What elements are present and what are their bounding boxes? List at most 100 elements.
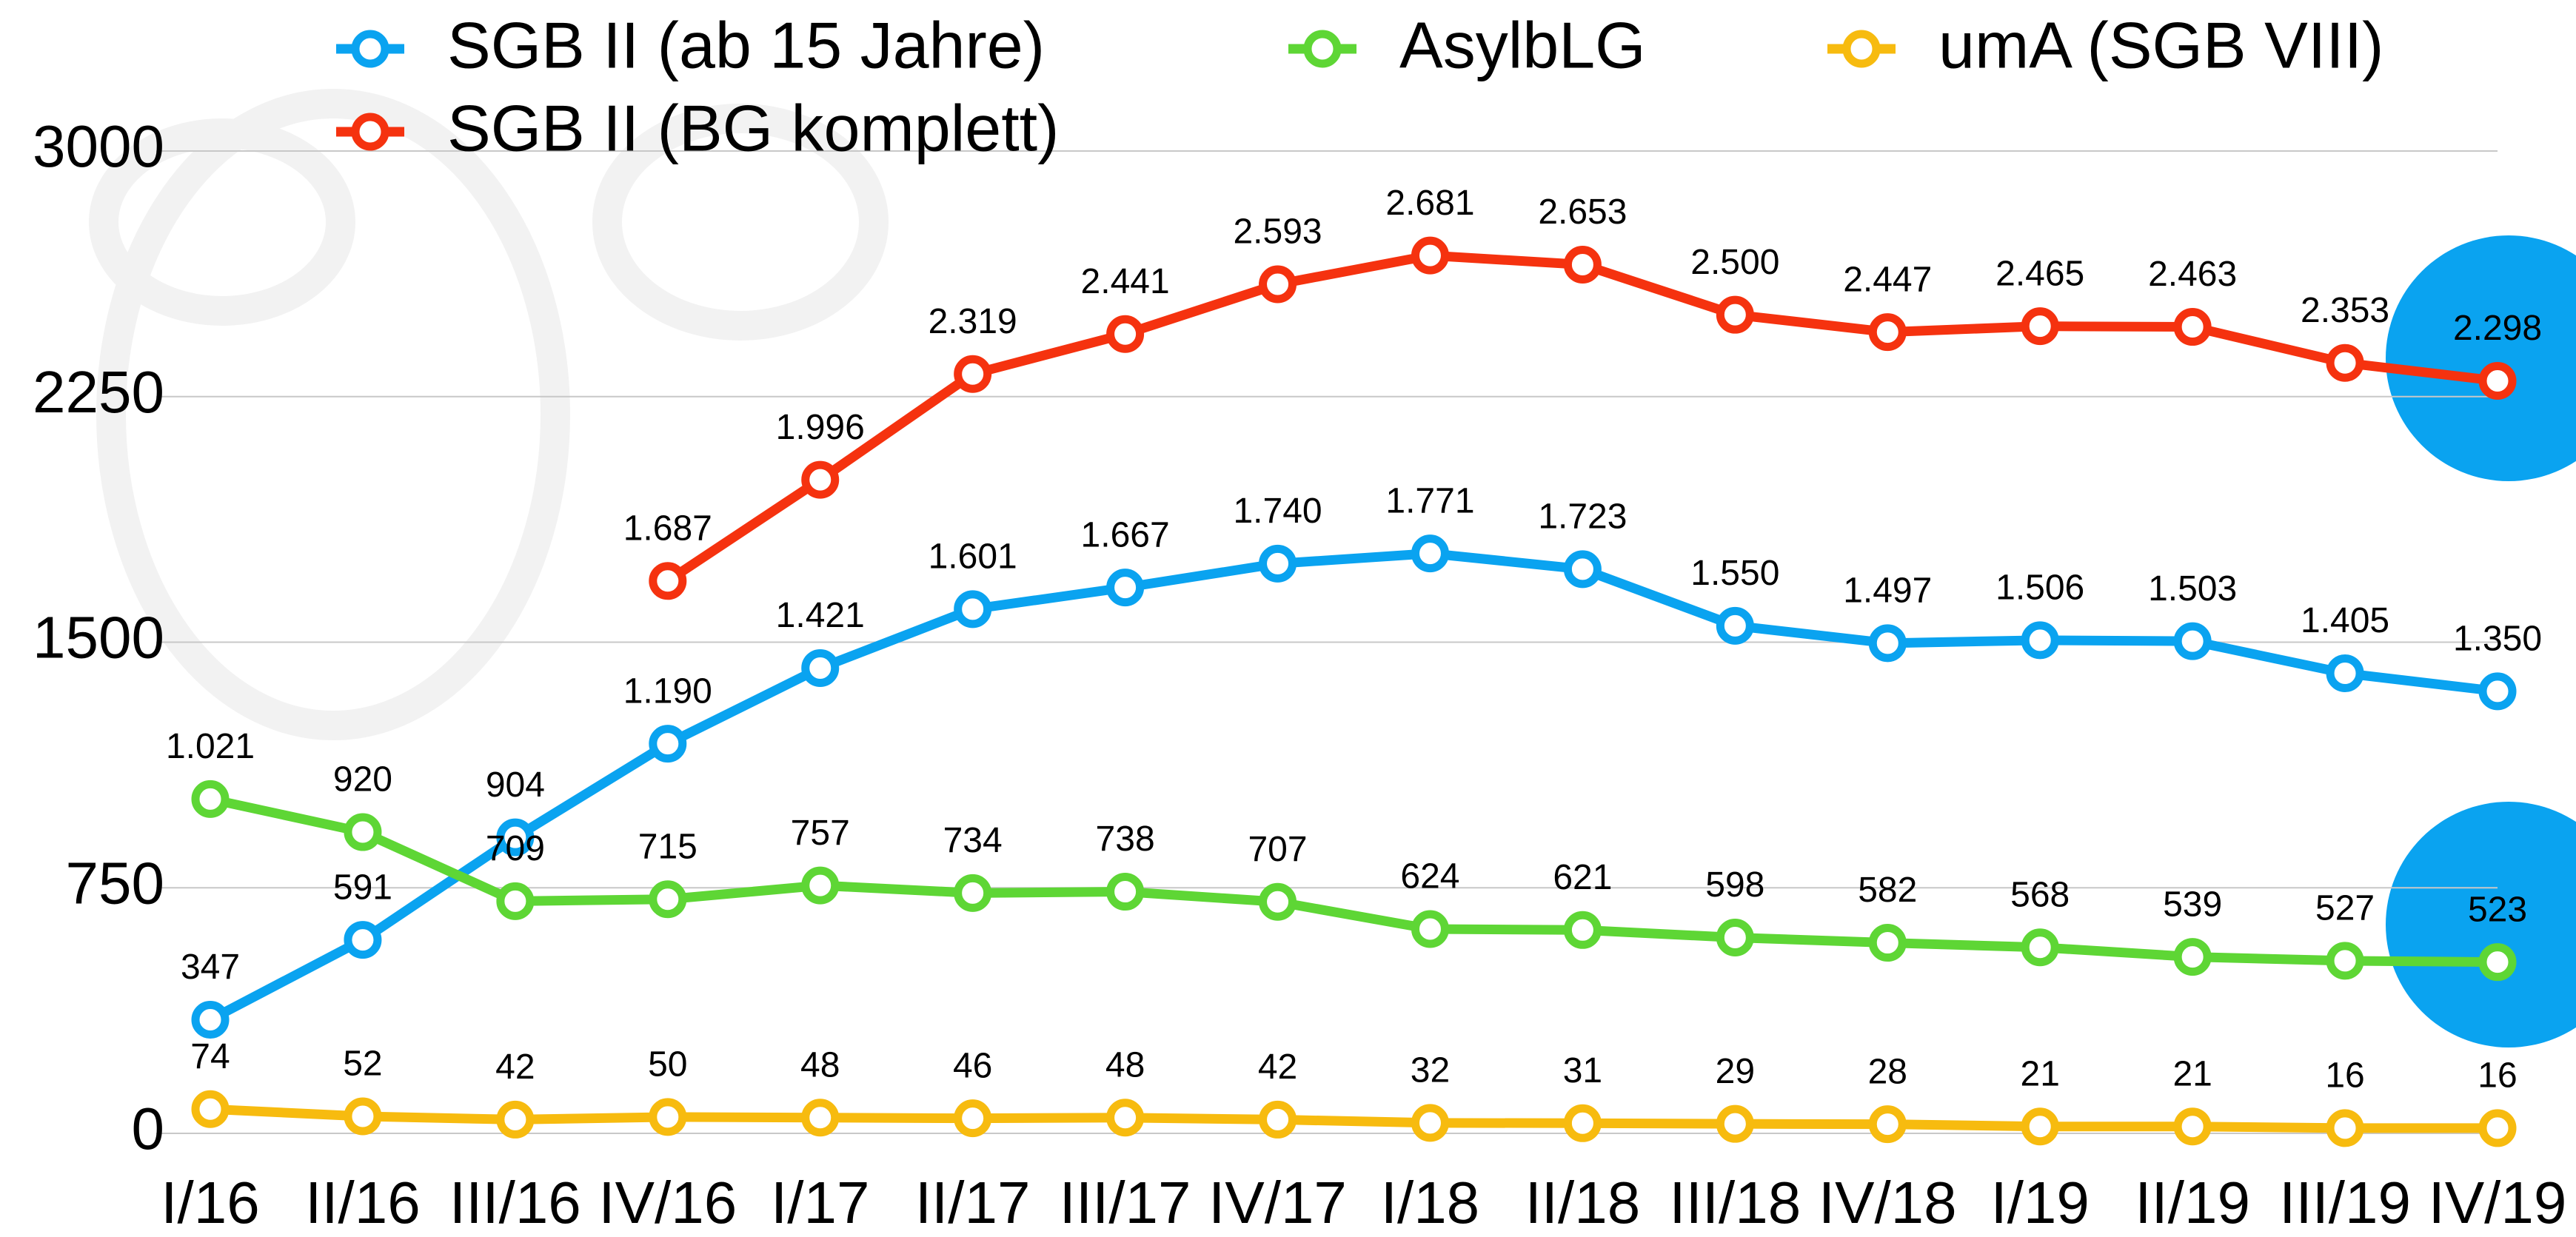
chart: 0750150022503000I/16II/16III/16IV/16I/17…: [0, 0, 2576, 1237]
data-point: [195, 784, 225, 814]
legend-marker: [1308, 34, 1337, 64]
data-label: 2.500: [1690, 243, 1779, 282]
data-label: 523: [2468, 890, 2527, 929]
data-point: [1720, 611, 1750, 640]
data-point: [958, 594, 988, 624]
data-label: 1.740: [1233, 492, 1322, 531]
data-point: [1568, 915, 1597, 945]
data-point: [501, 886, 530, 916]
x-tick-label: IV/16: [598, 1170, 737, 1236]
x-tick-label: II/16: [305, 1170, 421, 1236]
data-point: [958, 1104, 988, 1133]
x-tick-label: II/19: [2135, 1170, 2250, 1236]
data-label: 2.593: [1233, 212, 1322, 252]
y-tick-label: 0: [132, 1096, 165, 1161]
data-point: [806, 1103, 835, 1133]
data-point: [653, 885, 683, 914]
data-label: 598: [1705, 865, 1764, 905]
data-point: [1415, 914, 1445, 944]
data-point: [2025, 626, 2055, 655]
data-label: 1.405: [2301, 601, 2389, 640]
x-tick-label: II/18: [1525, 1170, 1641, 1236]
data-label: 1.550: [1690, 554, 1779, 593]
y-tick-label: 3000: [33, 113, 164, 179]
data-label: 42: [495, 1047, 535, 1087]
data-label: 2.319: [929, 302, 1017, 341]
data-point: [1720, 922, 1750, 952]
data-point: [2330, 1113, 2360, 1143]
data-label: 624: [1400, 857, 1459, 896]
data-point: [195, 1005, 225, 1035]
data-label: 2.441: [1081, 262, 1170, 301]
data-label: 738: [1096, 819, 1155, 859]
data-label: 48: [1105, 1045, 1145, 1085]
data-label: 2.681: [1385, 184, 1474, 223]
data-label: 2.298: [2453, 309, 2542, 348]
data-label: 1.723: [1538, 497, 1627, 537]
data-label: 16: [2325, 1056, 2364, 1096]
data-point: [2483, 366, 2512, 396]
data-point: [1873, 1110, 1902, 1139]
data-label: 32: [1411, 1051, 1450, 1090]
data-point: [1720, 1109, 1750, 1139]
data-label: 757: [791, 814, 850, 853]
data-label: 2.465: [1995, 254, 2084, 293]
data-label: 50: [648, 1045, 687, 1085]
x-tick-label: III/16: [449, 1170, 581, 1236]
data-point: [2483, 1113, 2512, 1143]
data-label: 1.190: [623, 671, 712, 711]
data-point: [806, 871, 835, 900]
data-point: [1111, 1103, 1140, 1133]
data-point: [195, 1094, 225, 1124]
data-point: [2178, 312, 2207, 342]
data-point: [2483, 948, 2512, 977]
data-point: [1873, 628, 1902, 658]
data-label: 2.463: [2148, 255, 2237, 294]
data-point: [806, 465, 835, 495]
data-label: 1.667: [1081, 515, 1170, 554]
legend: SGB II (ab 15 Jahre)SGB II (BG komplett)…: [336, 8, 2383, 164]
data-label: 28: [1868, 1052, 1907, 1091]
data-label: 2.447: [1843, 260, 1932, 299]
data-label: 21: [2021, 1054, 2060, 1093]
data-label: 1.601: [929, 537, 1017, 576]
data-label: 16: [2478, 1056, 2517, 1096]
x-tick-label: II/17: [915, 1170, 1031, 1236]
data-point: [653, 566, 683, 596]
x-tick-label: III/19: [2279, 1170, 2411, 1236]
data-label: 920: [333, 760, 392, 799]
data-point: [348, 925, 378, 955]
legend-marker: [355, 34, 385, 64]
data-point: [2178, 1112, 2207, 1142]
data-point: [1263, 269, 1293, 299]
data-label: 1.506: [1995, 569, 2084, 608]
data-label: 709: [486, 829, 545, 868]
data-point: [1873, 318, 1902, 347]
data-point: [2025, 312, 2055, 341]
legend-label: umA (SGB VIII): [1938, 8, 2383, 81]
data-label: 568: [2010, 875, 2070, 914]
data-label: 715: [638, 827, 697, 866]
data-label: 1.503: [2148, 569, 2237, 609]
data-label: 591: [333, 868, 392, 907]
legend-label: SGB II (BG komplett): [447, 91, 1059, 164]
data-point: [1111, 877, 1140, 907]
data-point: [1263, 1104, 1293, 1134]
data-label: 29: [1716, 1052, 1755, 1091]
data-label: 1.421: [776, 596, 865, 635]
y-tick-label: 750: [66, 850, 164, 916]
data-point: [2178, 626, 2207, 656]
data-label: 347: [181, 948, 240, 987]
x-tick-label: IV/17: [1208, 1170, 1347, 1236]
data-point: [2025, 1112, 2055, 1142]
data-label: 1.497: [1843, 571, 1932, 610]
data-label: 1.350: [2453, 620, 2542, 659]
data-label: 621: [1553, 858, 1612, 897]
data-point: [1111, 573, 1140, 603]
data-point: [2483, 677, 2512, 706]
data-label: 2.353: [2301, 291, 2389, 330]
x-tick-label: IV/18: [1819, 1170, 1957, 1236]
data-point: [2025, 933, 2055, 962]
data-point: [1568, 1108, 1597, 1138]
data-label: 52: [343, 1045, 382, 1084]
